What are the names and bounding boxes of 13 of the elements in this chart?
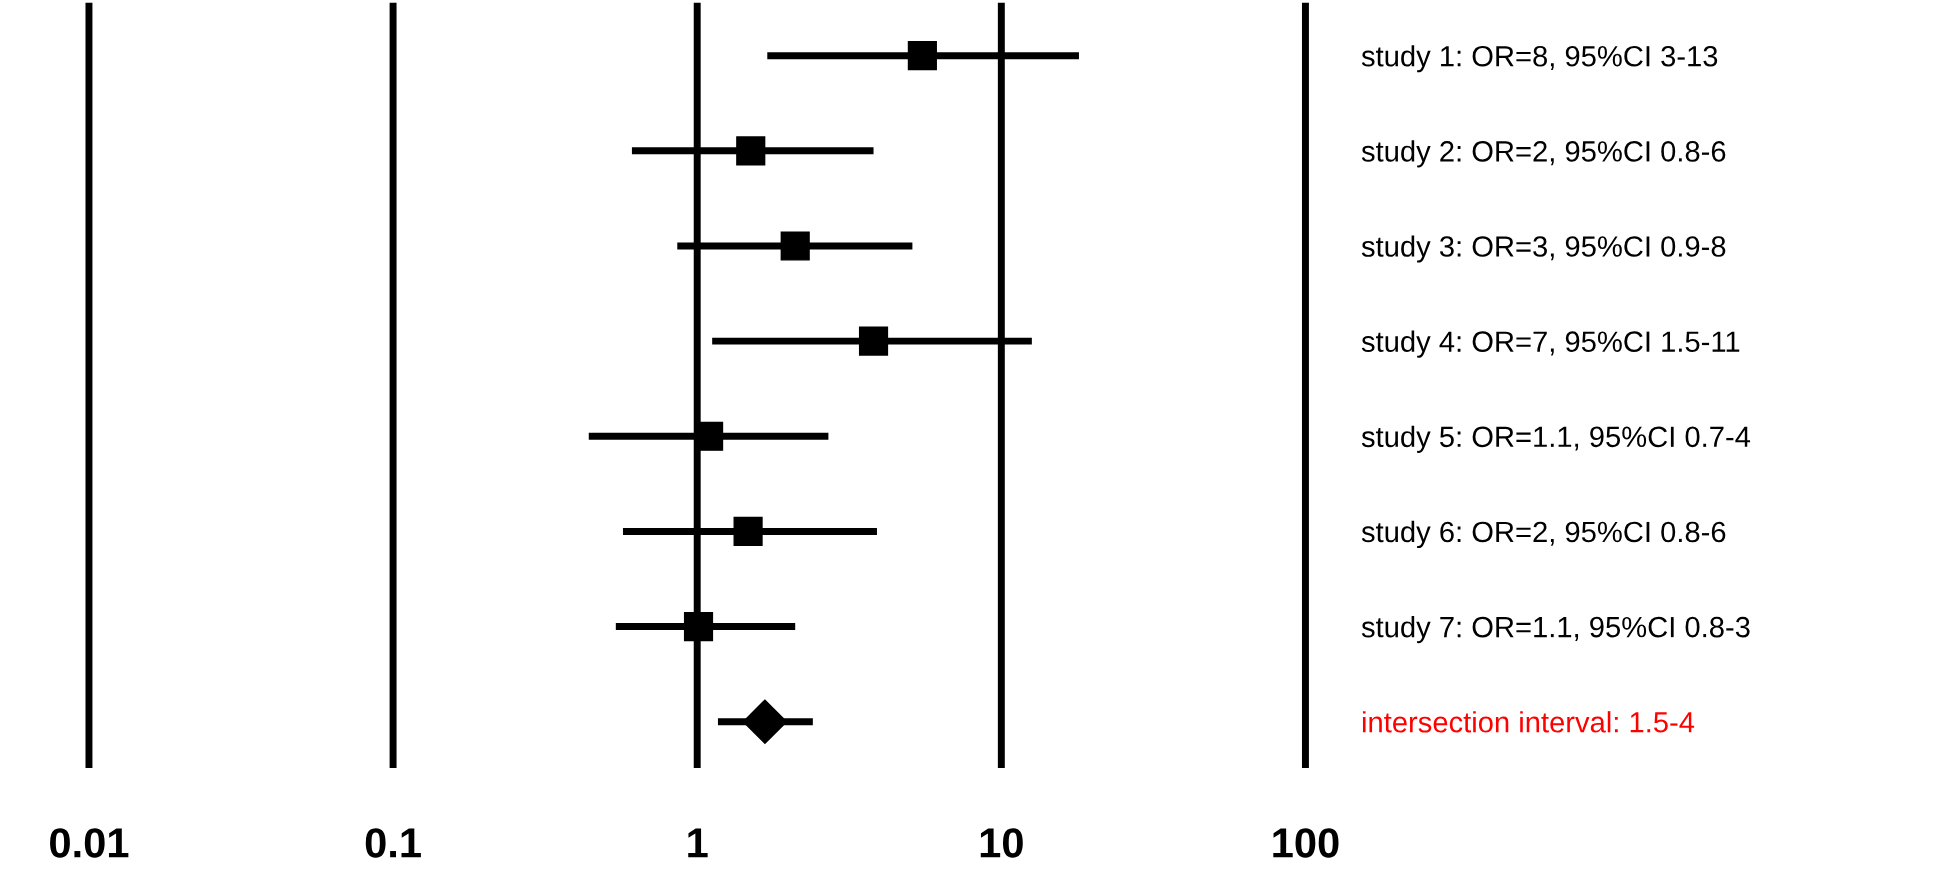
y-tick-label: study 2: OR=2, 95%CI 0.8-6 [1361, 140, 1726, 168]
x-tick-label: 0.01 [50, 828, 129, 858]
y-tick-label: study 1: OR=8, 95%CI 3-13 [1361, 45, 1718, 73]
y-tick-label: intersection interval: 1.5-4 [1362, 711, 1695, 733]
y-tick-label: study 3: OR=3, 95%CI 0.9-8 [1361, 235, 1726, 263]
y-tick-label: study 5: OR=1.1, 95%CI 0.7-4 [1361, 425, 1751, 453]
x-tick-label: 100 [1273, 828, 1339, 858]
y-tick-label: study 4: OR=7, 95%CI 1.5-11 [1361, 330, 1740, 358]
x-tick-label: 0.1 [365, 828, 421, 858]
x-tick-label: 1 [688, 828, 708, 858]
y-tick-label: study 6: OR=2, 95%CI 0.8-6 [1361, 520, 1726, 549]
y-tick-label: study 7: OR=1.1, 95%CI 0.8-3 [1361, 616, 1750, 644]
x-tick-label: 10 [980, 828, 1023, 858]
